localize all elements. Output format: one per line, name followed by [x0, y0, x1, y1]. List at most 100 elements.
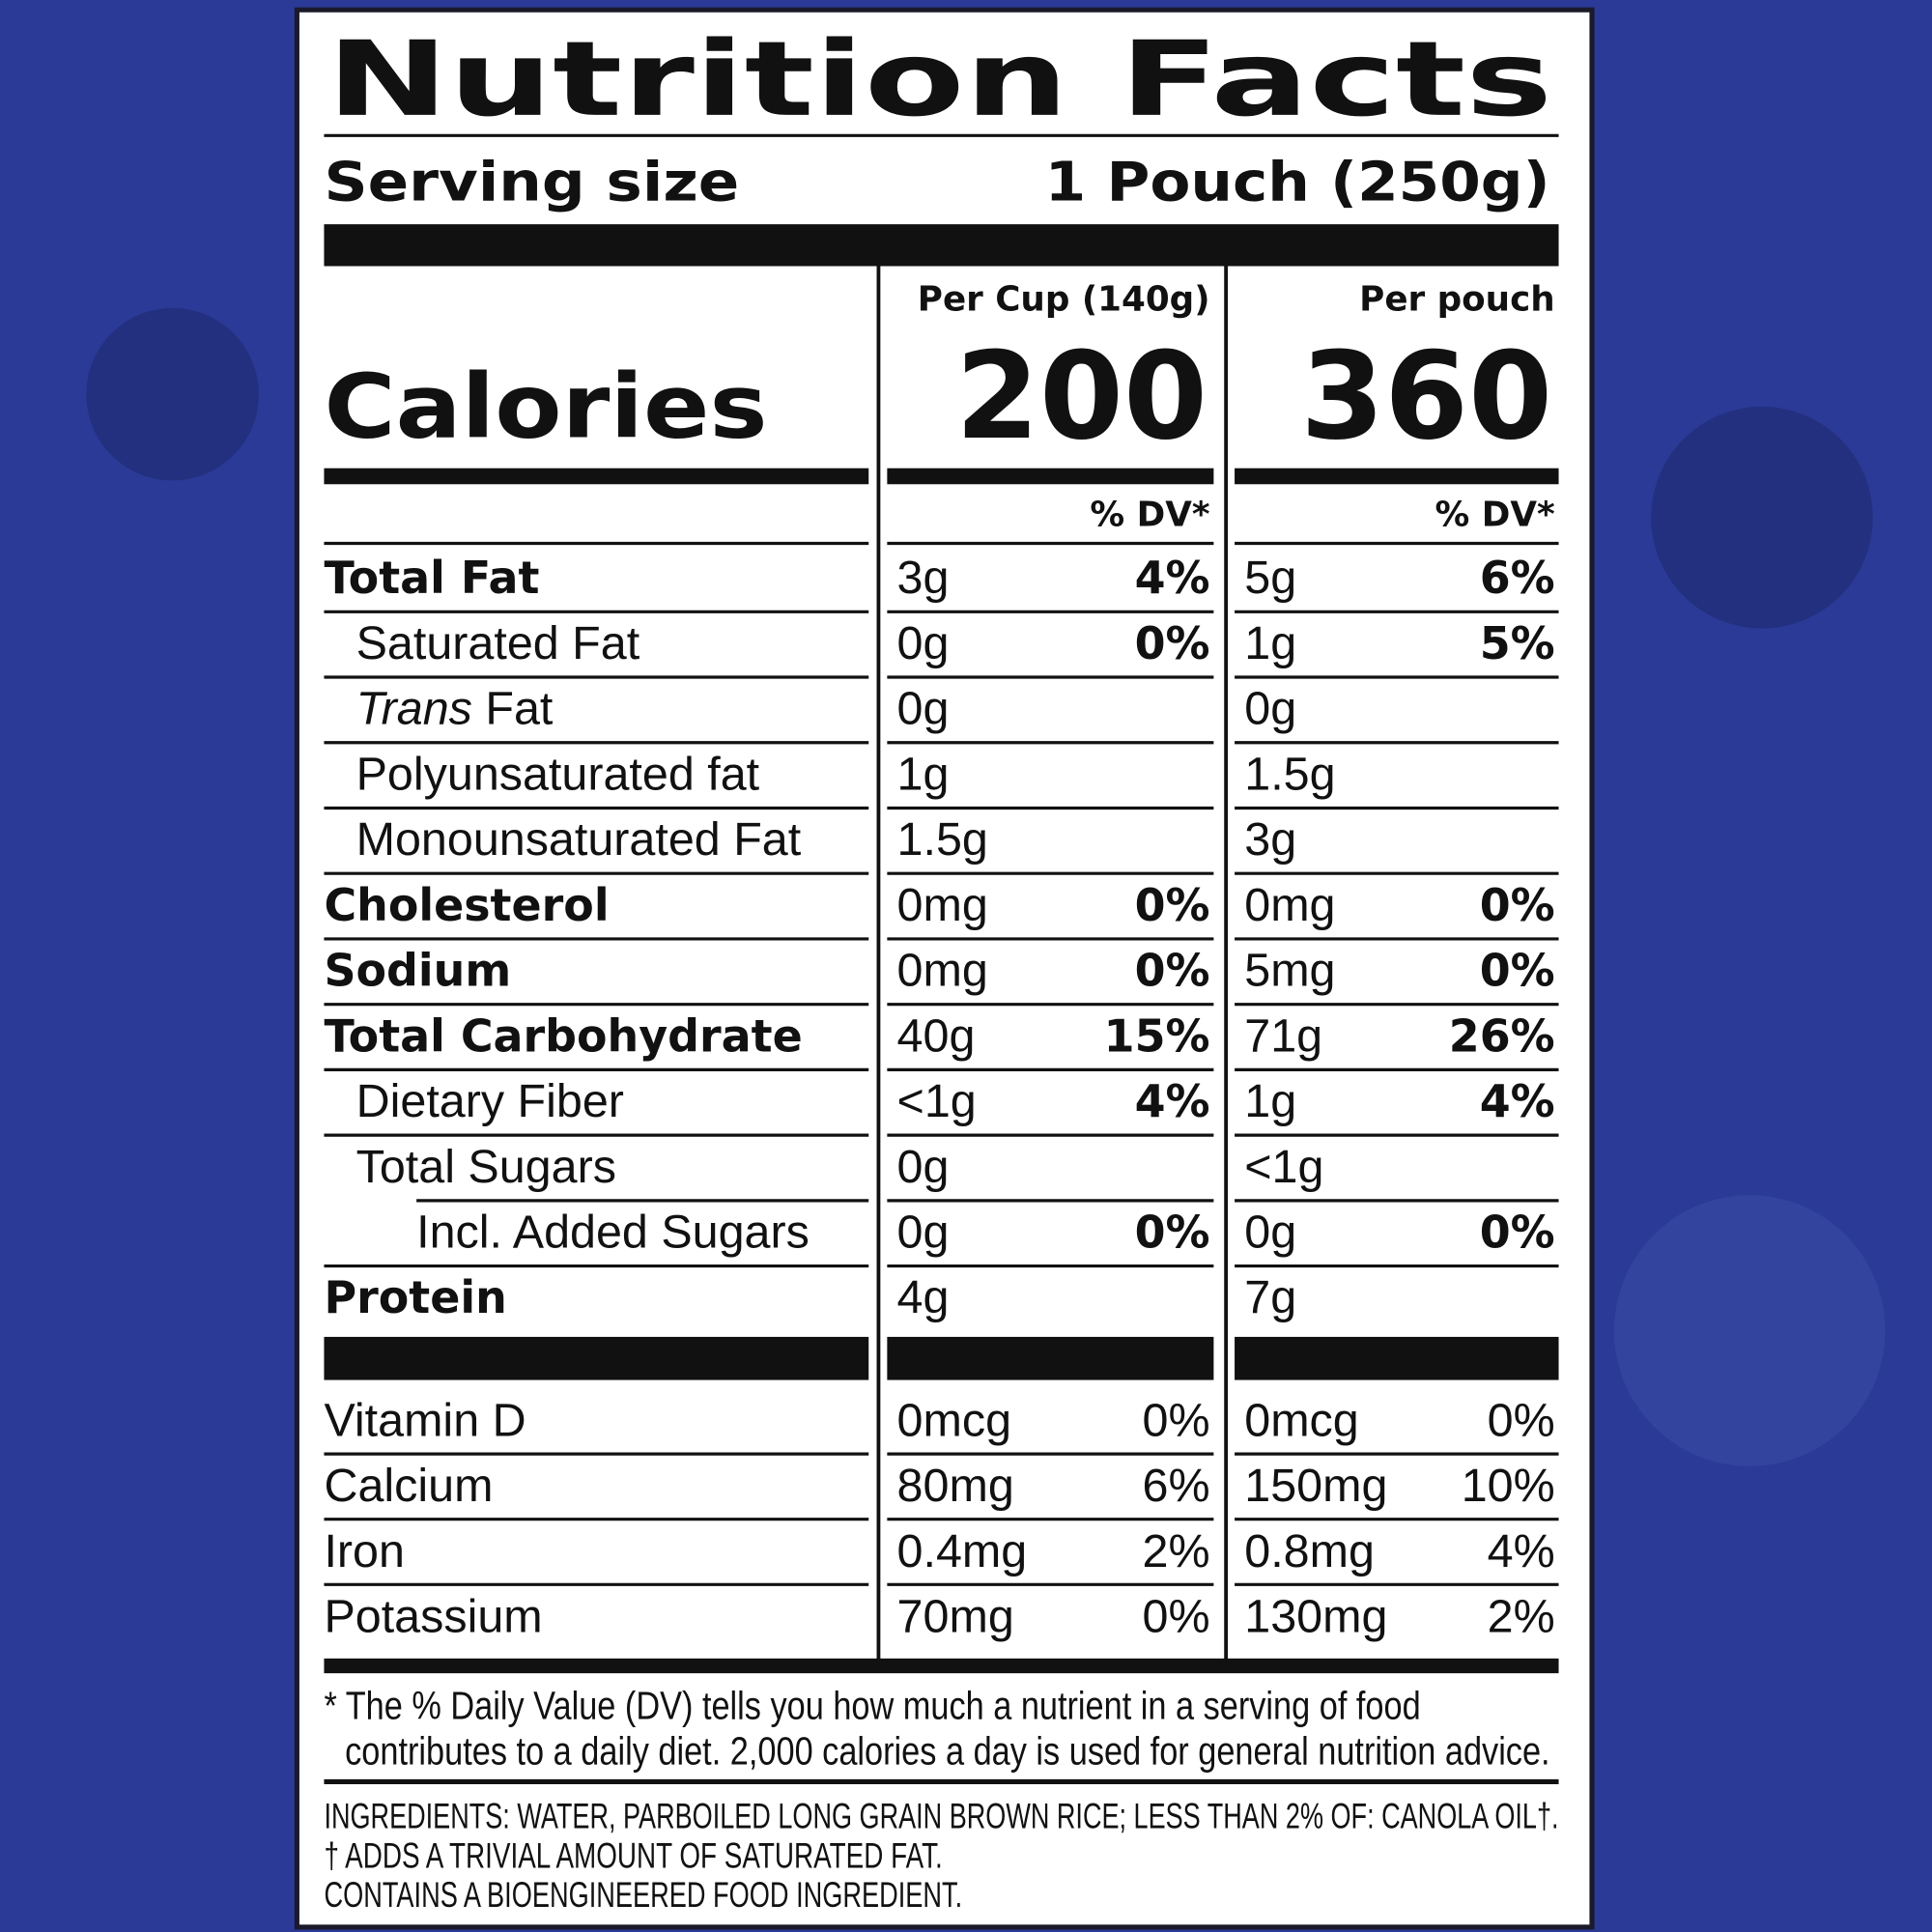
amount: 0g: [897, 1141, 950, 1193]
amount: 0.8mg: [1244, 1525, 1375, 1577]
title: Nutrition Facts: [327, 20, 1552, 140]
amount: <1g: [1244, 1141, 1323, 1193]
rule: [1235, 1336, 1559, 1380]
daily-value: 4%: [1135, 1075, 1210, 1127]
calories-label: Calories: [324, 355, 767, 458]
amount: 0g: [897, 683, 950, 735]
amount: 150mg: [1244, 1460, 1387, 1512]
column-heading: Per pouch: [1359, 279, 1555, 319]
rule: [324, 468, 869, 485]
footnote: contributes to a daily diet. 2,000 calor…: [345, 1729, 1549, 1774]
amount: 0mcg: [1244, 1395, 1358, 1447]
rule: [324, 1658, 1559, 1674]
daily-value: 26%: [1449, 1009, 1555, 1062]
amount: 0g: [1244, 1207, 1296, 1259]
nutrient-name: Total Fat: [324, 552, 539, 604]
daily-value: 0%: [1135, 617, 1210, 669]
daily-value: 4%: [1480, 1075, 1555, 1127]
daily-value: 0%: [1135, 945, 1210, 997]
amount: 0g: [1244, 683, 1296, 735]
daily-value: 2%: [1488, 1590, 1555, 1642]
footnote: * The % Daily Value (DV) tells you how m…: [324, 1683, 1420, 1727]
amount: 0mg: [897, 945, 988, 997]
daily-value: 6%: [1480, 552, 1555, 604]
nutrient-name: Vitamin D: [324, 1395, 526, 1447]
serving-label: Serving size: [324, 151, 739, 213]
nutrient-name: Polyunsaturated fat: [356, 748, 760, 800]
column-heading: Per Cup (140g): [918, 279, 1210, 319]
amount: 3g: [1244, 813, 1296, 866]
amount: 1.5g: [897, 813, 988, 866]
nutrient-name-italic: Trans: [356, 683, 472, 735]
amount: <1g: [897, 1075, 977, 1127]
ingredients: † ADDS A TRIVIAL AMOUNT OF SATURATED FAT…: [324, 1835, 942, 1875]
amount: 7g: [1244, 1271, 1296, 1323]
nutrient-name: Incl. Added Sugars: [416, 1207, 810, 1259]
nutrient-name: Trans Fat: [356, 683, 554, 735]
nutrient-name: Total Sugars: [356, 1141, 616, 1193]
calories-value: 360: [1300, 327, 1552, 467]
rule: [887, 1336, 1214, 1380]
background-decor: [1651, 406, 1873, 629]
daily-value: 2%: [1143, 1525, 1210, 1577]
daily-value: 0%: [1480, 945, 1555, 997]
amount: 0g: [897, 617, 950, 669]
amount: 0mcg: [897, 1395, 1011, 1447]
daily-value: 0%: [1480, 879, 1555, 931]
daily-value: 0%: [1480, 1207, 1555, 1259]
nutrient-name-rest: Fat: [485, 683, 554, 735]
nutrient-name: Monounsaturated Fat: [356, 813, 802, 866]
daily-value: 5%: [1480, 617, 1555, 669]
serving-value: 1 Pouch (250g): [1045, 151, 1550, 213]
background-decor: [86, 307, 259, 481]
nutrient-name: Cholesterol: [324, 879, 609, 931]
nutrient-name: Iron: [324, 1525, 405, 1577]
dv-heading: % DV*: [1435, 496, 1555, 535]
rule: [324, 1336, 869, 1380]
amount: 40g: [897, 1009, 976, 1062]
label: Nutrition Facts Serving size 1 Pouch (250g…: [324, 20, 1559, 1915]
ingredients: CONTAINS A BIOENGINEERED FOOD INGREDIENT…: [324, 1875, 962, 1915]
daily-value: 0%: [1135, 1207, 1210, 1259]
amount: 5g: [1244, 552, 1296, 604]
amount: 71g: [1244, 1009, 1322, 1062]
nutrient-name: Sodium: [324, 945, 511, 997]
amount: 70mg: [897, 1590, 1014, 1642]
daily-value: 4%: [1135, 552, 1210, 604]
nutrient-name: Potassium: [324, 1590, 542, 1642]
amount: 1g: [1244, 1075, 1296, 1127]
daily-value: 15%: [1104, 1009, 1210, 1062]
daily-value: 0%: [1143, 1590, 1210, 1642]
amount: 1g: [1244, 617, 1296, 669]
rule: [1235, 468, 1559, 485]
amount: 130mg: [1244, 1590, 1387, 1642]
amount: 0.4mg: [897, 1525, 1028, 1577]
amount: 1.5g: [1244, 748, 1335, 800]
amount: 80mg: [897, 1460, 1014, 1512]
amount: 0mg: [897, 879, 988, 931]
daily-value: 6%: [1143, 1460, 1210, 1512]
daily-value: 0%: [1135, 879, 1210, 931]
rule: [887, 468, 1214, 485]
label-box: [294, 7, 1595, 1930]
ingredients: INGREDIENTS: WATER, PARBOILED LONG GRAIN…: [324, 1797, 1558, 1836]
daily-value: 10%: [1462, 1460, 1555, 1512]
rule: [324, 224, 1559, 267]
dv-heading: % DV*: [1090, 496, 1209, 535]
nutrient-name: Calcium: [324, 1460, 493, 1512]
nutrient-name: Dietary Fiber: [356, 1075, 624, 1127]
amount: 5mg: [1244, 945, 1335, 997]
amount: 3g: [897, 552, 950, 604]
nutrient-name: Protein: [324, 1271, 506, 1323]
nutrient-name: Total Carbohydrate: [324, 1009, 802, 1062]
calories-value: 200: [955, 327, 1208, 467]
amount: 1g: [897, 748, 950, 800]
daily-value: 0%: [1143, 1395, 1210, 1447]
amount: 4g: [897, 1271, 950, 1323]
nutrient-name: Saturated Fat: [356, 617, 640, 669]
daily-value: 0%: [1488, 1395, 1555, 1447]
amount: 0g: [897, 1207, 950, 1259]
daily-value: 4%: [1488, 1525, 1555, 1577]
amount: 0mg: [1244, 879, 1335, 931]
